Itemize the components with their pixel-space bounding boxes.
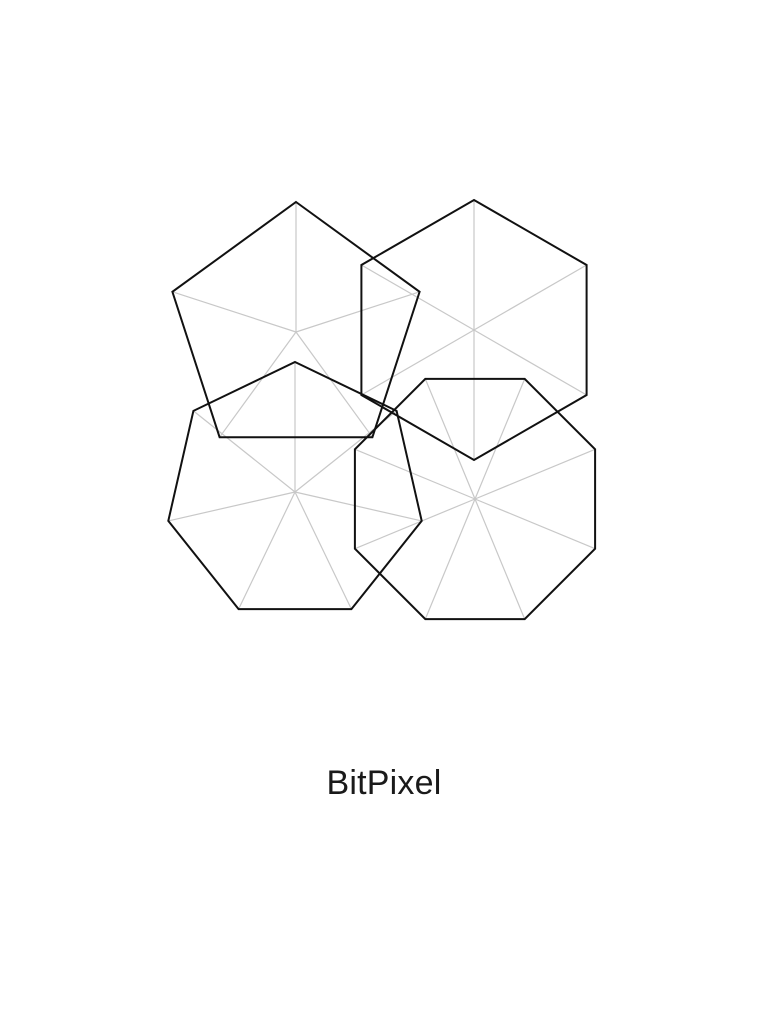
octagon-spoke-2 bbox=[474, 498, 596, 550]
octagon-spoke-6 bbox=[354, 448, 476, 500]
app-name-label: BitPixel bbox=[326, 764, 442, 802]
outlines-layer bbox=[167, 198, 597, 621]
octagon-spoke-4 bbox=[424, 498, 476, 620]
octagon-spoke-7 bbox=[424, 378, 476, 500]
octagon-spoke-5 bbox=[354, 498, 476, 550]
octagon-spoke-8 bbox=[474, 378, 526, 500]
hexagon-spoke-3 bbox=[473, 329, 587, 396]
spokes-layer bbox=[168, 200, 596, 620]
pentagon-spoke-2 bbox=[295, 291, 420, 333]
heptagon-spoke-6 bbox=[168, 491, 296, 522]
heptagon-spoke-4 bbox=[294, 491, 352, 610]
pentagon-spoke-3 bbox=[295, 331, 373, 438]
hexagon-outline bbox=[360, 198, 588, 462]
hexagon-spoke-5 bbox=[361, 329, 475, 396]
octagon-spoke-3 bbox=[474, 498, 526, 620]
octagon-spoke-1 bbox=[474, 448, 596, 500]
pentagon-spoke-4 bbox=[219, 331, 297, 438]
octagon-outline bbox=[353, 377, 597, 621]
hexagon-spoke-2 bbox=[473, 264, 587, 331]
heptagon-spoke-7 bbox=[193, 410, 296, 493]
heptagon-spoke-3 bbox=[294, 491, 422, 522]
pentagon-spoke-5 bbox=[172, 291, 297, 333]
heptagon-outline bbox=[167, 360, 423, 611]
pentagon-outline bbox=[171, 200, 421, 439]
heptagon-spoke-5 bbox=[238, 491, 296, 610]
